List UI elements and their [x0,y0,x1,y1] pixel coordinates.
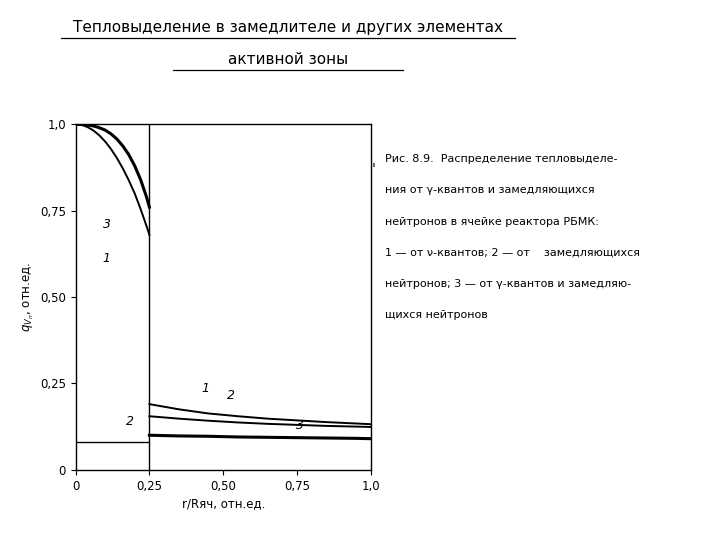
Text: Тепловыделение в замедлителе и других элементах: Тепловыделение в замедлителе и других эл… [73,20,503,35]
X-axis label: r/Rяч, отн.ед.: r/Rяч, отн.ед. [181,497,265,510]
Text: щихся нейтронов: щихся нейтронов [385,310,488,321]
Text: Рис. 8.9.  Распределение тепловыделе-: Рис. 8.9. Распределение тепловыделе- [385,154,618,164]
Text: нейтронов в ячейке реактора РБМК:: нейтронов в ячейке реактора РБМК: [385,217,599,227]
Text: 2: 2 [227,389,235,402]
Text: 3: 3 [102,218,111,231]
Text: 3: 3 [296,419,304,432]
Text: 2: 2 [126,415,134,428]
Text: ния от γ-квантов и замедляющихся: ния от γ-квантов и замедляющихся [385,185,595,195]
Text: 1: 1 [202,382,210,395]
Y-axis label: $q_{V_п}$, отн.ед.: $q_{V_п}$, отн.ед. [21,262,36,332]
Text: активной зоны: активной зоны [228,52,348,68]
Text: 1 — от ν-квантов; 2 — от    замедляющихся: 1 — от ν-квантов; 2 — от замедляющихся [385,248,640,258]
Text: ': ' [372,162,375,176]
Text: нейтронов; 3 — от γ-квантов и замедляю-: нейтронов; 3 — от γ-квантов и замедляю- [385,279,631,289]
Text: 1: 1 [102,252,111,266]
